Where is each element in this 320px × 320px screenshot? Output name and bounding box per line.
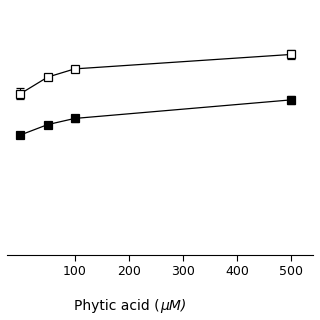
Text: μM): μM) (160, 299, 186, 313)
Text: Phytic acid (: Phytic acid ( (74, 299, 160, 313)
